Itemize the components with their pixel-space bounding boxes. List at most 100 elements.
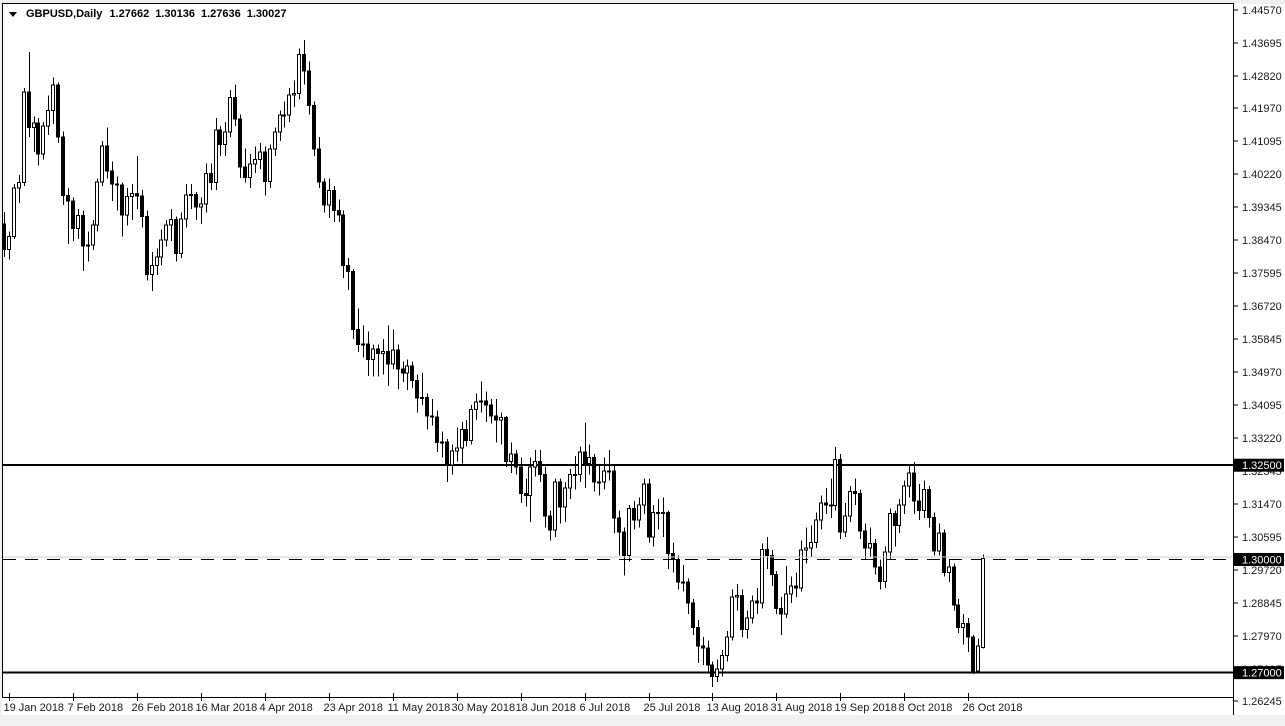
candle-body-bull <box>725 636 729 657</box>
candle-body-bear <box>863 530 867 549</box>
candle-body-bull <box>509 453 513 462</box>
candle-body-bear <box>671 552 675 560</box>
price-axis-label: 1.36720 <box>1242 301 1282 313</box>
price-axis-background <box>1234 4 1285 715</box>
candle-body-bull <box>371 348 375 361</box>
price-badge-1.27000[interactable] <box>1234 666 1284 680</box>
candle-body-bear <box>519 466 523 494</box>
candle-body-bear <box>617 517 621 533</box>
symbol-period-label: GBPUSD,Daily <box>26 8 103 20</box>
candle-body-bear <box>691 602 695 628</box>
candle-body-bull <box>381 350 385 355</box>
candle-body-bull <box>440 441 444 444</box>
candle-body-bull <box>12 187 16 237</box>
candle-body-bull <box>91 224 95 246</box>
candle-body-bear <box>927 489 931 518</box>
candle-body-bear <box>356 328 360 346</box>
candle-body-bear <box>174 218 178 254</box>
date-axis-label: 7 Feb 2018 <box>68 702 124 714</box>
candle-body-bull <box>76 215 80 230</box>
candle-body-bull <box>720 655 724 670</box>
plot-frame <box>2 3 1234 698</box>
candle-body-bear <box>415 379 419 399</box>
price-badge-1.30000[interactable] <box>1234 552 1284 566</box>
candle-body-bear <box>489 404 493 417</box>
candle-body-bull <box>553 481 557 531</box>
candle-body-bear <box>858 492 862 532</box>
candle-body-bear <box>430 415 434 418</box>
candle-body-bear <box>263 151 267 183</box>
candle-body-bear <box>332 190 336 211</box>
candle-body-bear <box>548 515 552 531</box>
candle-body-bull <box>499 417 503 421</box>
price-axis-label: 1.38470 <box>1242 235 1282 247</box>
date-axis-label: 31 Aug 2018 <box>771 702 833 714</box>
candle-body-bear <box>774 574 778 610</box>
candle-body-bear <box>27 91 31 128</box>
candle-body-bull <box>455 447 459 452</box>
candle-body-bull <box>961 623 965 628</box>
candle-body-bull <box>460 428 464 449</box>
candle-body-bear <box>464 428 468 442</box>
candle-body-bear <box>504 417 508 462</box>
candle-body-bear <box>376 348 380 355</box>
candle-body-bear <box>322 181 326 206</box>
candle-body-bear <box>366 343 370 361</box>
price-axis-label: 1.28845 <box>1242 598 1282 610</box>
candle-body-bull <box>602 470 606 483</box>
candle-body-bear <box>351 271 355 330</box>
candle-body-bull <box>681 581 685 584</box>
collapse-ohlc-triangle-icon[interactable] <box>9 11 17 17</box>
candle-body-bear <box>302 54 306 72</box>
candle-body-bull <box>327 190 331 206</box>
price-badge-label: 1.27000 <box>1242 668 1282 680</box>
candle-body-bear <box>538 460 542 476</box>
candle-body-bull <box>228 96 232 133</box>
candle-body-bull <box>199 203 203 208</box>
candle-body-bull <box>819 502 823 521</box>
price-badge-1.32500[interactable] <box>1234 458 1284 472</box>
candle-body-bear <box>632 508 636 521</box>
date-axis-label: 18 Jun 2018 <box>516 702 577 714</box>
candle-body-bull <box>405 365 409 374</box>
candle-body-bull <box>637 504 641 521</box>
candle-body-bull <box>730 596 734 638</box>
candle-body-bull <box>578 451 582 476</box>
candle-body-bear <box>81 215 85 247</box>
candle-body-bear <box>676 558 680 583</box>
candle-body-bull <box>248 163 252 178</box>
candle-body-bull <box>32 122 36 128</box>
candle-body-bear <box>337 209 341 216</box>
plot-background <box>3 4 1233 697</box>
candle-body-bear <box>61 136 65 197</box>
candle-body-bear <box>912 472 916 502</box>
price-axis-label: 1.41970 <box>1242 103 1282 115</box>
candle-body-bear <box>238 118 242 168</box>
candle-body-bull <box>100 145 104 183</box>
candle-body-bull <box>883 551 887 583</box>
candle-body-bear <box>396 349 400 370</box>
candle-body-bear <box>932 516 936 552</box>
candle-body-bear <box>524 492 528 496</box>
candle-body-bull <box>474 401 478 410</box>
candle-body-bull <box>46 110 50 127</box>
price-axis-label: 1.34095 <box>1242 400 1282 412</box>
candle-body-bear <box>445 441 449 466</box>
candle-body-bull <box>292 93 296 96</box>
candle-body-bear <box>105 145 109 172</box>
candle-body-bull <box>7 235 11 250</box>
candle-body-bear <box>838 459 842 533</box>
candle-body-bear <box>484 400 488 406</box>
candle-body-bull <box>661 511 665 514</box>
candle-body-bear <box>135 193 139 197</box>
price-axis-label: 1.27970 <box>1242 631 1282 643</box>
candle-body-bear <box>612 470 616 519</box>
candle-body-bull <box>843 515 847 533</box>
candle-body-bull <box>17 181 21 189</box>
candle-body-bear <box>740 594 744 630</box>
candle-body-bear <box>794 585 798 589</box>
candle-body-bear <box>346 264 350 273</box>
candle-body-bull <box>627 508 631 557</box>
price-axis-label: 1.44570 <box>1242 5 1282 17</box>
